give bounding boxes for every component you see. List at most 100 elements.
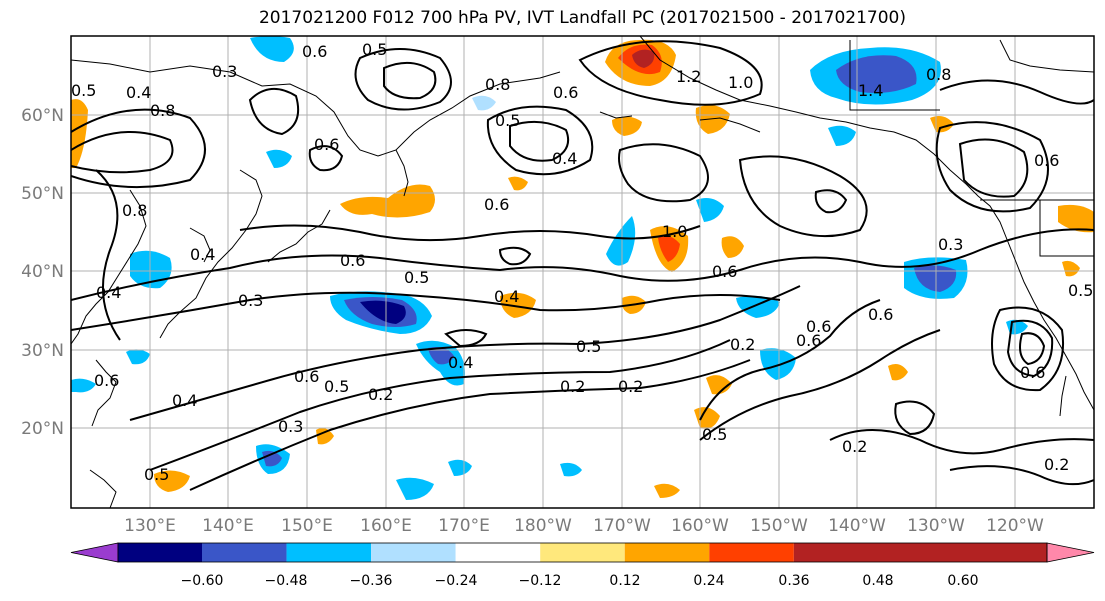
contour-label: 0.3 (278, 417, 303, 436)
longitude-labels: 130°E 140°E 150°E 160°E 170°E 180°W 170°… (124, 516, 1044, 536)
pv-patch-positive (695, 105, 730, 134)
contour-label: 0.4 (96, 283, 121, 302)
latitude-labels: 60°N 50°N 40°N 30°N 20°N (21, 106, 64, 439)
colorbar-segment (540, 543, 625, 562)
contour-label: 0.8 (926, 65, 951, 84)
pv-patch-negative (736, 295, 780, 318)
colorbar-tick-label: −0.24 (435, 573, 478, 589)
pv-patch-positive (316, 428, 334, 445)
colorbar-tick-labels: −0.60 −0.48 −0.36 −0.24 −0.12 0.12 0.24 … (181, 573, 979, 589)
lon-label: 140°W (828, 516, 886, 536)
pv-patch-positive (71, 99, 88, 168)
contour-label: 0.5 (404, 268, 429, 287)
lon-label: 170°W (593, 516, 651, 536)
colorbar: −0.60 −0.48 −0.36 −0.24 −0.12 0.12 0.24 … (70, 542, 1095, 589)
pv-patch-negative (606, 216, 636, 266)
pv-patch-negative (266, 149, 292, 168)
pv-patch-positive (154, 470, 190, 492)
contour-label: 0.5 (144, 465, 169, 484)
pv-patch-positive (654, 483, 680, 498)
contour-label: 0.6 (1034, 151, 1059, 170)
contour-label-group: 0.3 0.6 0.5 0.8 0.4 0.8 1.2 1.0 0.5 0.6 … (71, 40, 1093, 484)
contour-label: 0.6 (484, 195, 509, 214)
colorbar-tick-label: 0.60 (947, 573, 978, 589)
contour-label: 0.6 (340, 251, 365, 270)
colorbar-tick-label: −0.48 (265, 573, 308, 589)
contour-label: 0.6 (868, 305, 893, 324)
map-panel: 0.3 0.6 0.5 0.8 0.4 0.8 1.2 1.0 0.5 0.6 … (70, 35, 1095, 509)
lon-label: 150°W (750, 516, 808, 536)
contour-label: 1.0 (662, 222, 687, 241)
pv-patch-positive (1062, 260, 1080, 277)
contour-label: 0.4 (190, 245, 215, 264)
colorbar-tick-label: −0.60 (181, 573, 224, 589)
contour-label: 1.0 (728, 73, 753, 92)
contour-label: 0.5 (576, 337, 601, 356)
contour-label: 0.6 (796, 331, 821, 350)
colorbar-segment (371, 543, 456, 562)
colorbar-extend-high (1046, 542, 1095, 563)
pv-patch-positive (632, 49, 655, 68)
pv-patch-positive (658, 236, 680, 262)
lon-label: 140°E (202, 516, 254, 536)
colorbar-segment (286, 543, 372, 562)
contour-label: 0.2 (842, 437, 867, 456)
contour-label: 0.5 (71, 81, 96, 100)
pv-patch-negative (126, 349, 150, 365)
contour-label: 0.2 (368, 385, 393, 404)
pv-patch-negative (262, 450, 282, 467)
lon-label: 180°W (514, 516, 572, 536)
pv-patch-positive (508, 176, 528, 191)
contour-label: 0.4 (172, 391, 197, 410)
colorbar-tick-label: 0.48 (862, 573, 893, 589)
contour-label: 0.3 (238, 291, 263, 310)
contour-label: 0.8 (150, 101, 175, 120)
pv-patch-positive (1058, 204, 1094, 233)
pv-patch-negative (472, 95, 496, 111)
contour-label: 0.6 (94, 371, 119, 390)
lon-label: 160°E (360, 516, 412, 536)
pv-patch-negative (71, 378, 96, 393)
lon-label: 130°E (124, 516, 176, 536)
pv-fill-patches (71, 36, 1094, 500)
contour-label: 1.4 (858, 81, 883, 100)
contour-label: 0.5 (495, 111, 520, 130)
graticule (71, 36, 1094, 508)
map-frame (70, 35, 1095, 509)
colorbar-extend-low (70, 542, 119, 563)
pv-patch-positive (500, 292, 536, 318)
contour-label: 0.5 (1068, 281, 1093, 300)
contour-label: 0.4 (494, 287, 519, 306)
lon-label: 120°W (986, 516, 1044, 536)
colorbar-segment (624, 543, 710, 562)
pv-patch-negative (396, 477, 434, 500)
colorbar-segments (70, 542, 1095, 563)
contour-label: 0.4 (448, 353, 473, 372)
lon-label: 160°W (671, 516, 729, 536)
contour-label: 0.6 (294, 367, 319, 386)
contour-label: 0.6 (553, 83, 578, 102)
contour-label: 0.6 (302, 42, 327, 61)
pv-patch-negative (360, 300, 406, 324)
pv-contours (71, 40, 1094, 491)
contour-label: 0.6 (806, 317, 831, 336)
pv-patch-positive (612, 116, 642, 136)
pv-patch-negative (836, 55, 917, 93)
pv-patch-negative (448, 459, 472, 476)
colorbar-tick-label: 0.12 (609, 573, 640, 589)
lon-label: 130°W (907, 516, 965, 536)
colorbar-segment (118, 543, 202, 562)
colorbar-tick-label: −0.12 (519, 573, 562, 589)
contour-label: 0.6 (712, 262, 737, 281)
lat-label: 30°N (21, 341, 64, 361)
contour-label: 0.6 (1020, 363, 1045, 382)
contour-label: 0.2 (730, 335, 755, 354)
contour-label: 0.3 (212, 62, 237, 81)
colorbar-segment (202, 543, 287, 562)
contour-label: 0.5 (702, 425, 727, 444)
colorbar-segment (455, 543, 541, 562)
contour-label: 0.8 (485, 75, 510, 94)
colorbar-segment (793, 543, 1047, 562)
colorbar-segment (709, 543, 794, 562)
